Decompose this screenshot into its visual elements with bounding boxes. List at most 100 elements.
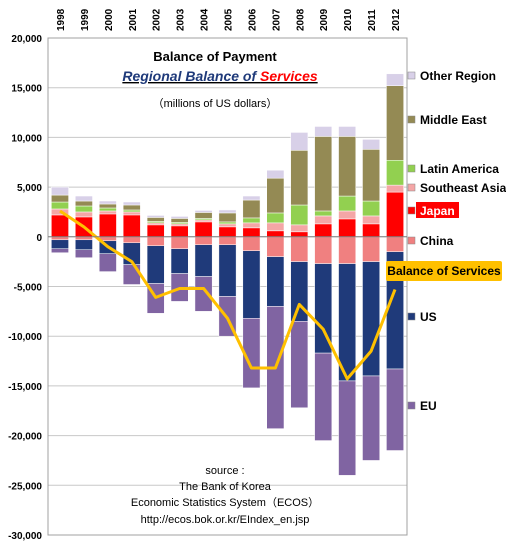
- bar-latin-america: [314, 210, 333, 217]
- source-org: The Bank of Korea: [179, 481, 272, 493]
- y-tick-label: -20,000: [8, 432, 42, 443]
- x-tick-label: 2004: [200, 8, 211, 31]
- bar-latin-america: [98, 207, 117, 212]
- y-axis-ticks: 20,000 15,000 10,000 5,000 0 -5,000 -10,000 -15…: [8, 34, 42, 542]
- y-tick-label: 10,000: [11, 133, 42, 144]
- subtitle-highlight: Services: [260, 68, 318, 84]
- y-tick-label: 0: [36, 233, 42, 244]
- bar-other-region: [266, 169, 285, 179]
- x-tick-label: 2012: [391, 8, 402, 31]
- plot-border: [47, 37, 408, 536]
- bar-other-region: [218, 209, 237, 214]
- bar-latin-america: [338, 195, 357, 212]
- bar-us: [75, 239, 93, 250]
- bar-china: [194, 236, 213, 246]
- bar-eu: [314, 352, 333, 441]
- bar-china: [290, 236, 309, 262]
- bar-southeast-asia: [266, 222, 285, 232]
- bar-eu: [122, 264, 141, 285]
- bar-latin-america: [51, 201, 69, 210]
- bar-china: [362, 236, 380, 262]
- y-tick-label: 5,000: [17, 183, 42, 194]
- bar-other-region: [146, 215, 165, 218]
- bar-other-region: [242, 195, 261, 201]
- legend-line-label: Balance of Services: [387, 264, 501, 278]
- bar-latin-america: [362, 200, 380, 217]
- bar-us: [194, 244, 213, 277]
- bar-china: [146, 236, 165, 246]
- bar-southeast-asia: [242, 222, 261, 229]
- bar-japan: [51, 214, 69, 238]
- bar-us: [170, 248, 189, 274]
- legend-line-box: [386, 261, 502, 281]
- bar-eu: [290, 321, 309, 409]
- x-tick-label: 2002: [152, 8, 163, 31]
- x-tick-label: 1999: [80, 8, 91, 31]
- bar-southeast-asia: [122, 211, 141, 216]
- bar-southeast-asia: [362, 215, 380, 225]
- bar-southeast-asia: [170, 223, 189, 227]
- bar-middle-east: [98, 203, 117, 209]
- x-tick-label: 2000: [104, 8, 115, 31]
- bar-china: [218, 236, 237, 246]
- legend-label: Latin America: [420, 162, 499, 176]
- bar-latin-america: [290, 204, 309, 226]
- bar-eu: [51, 248, 69, 253]
- legend-swatch-southeast-asia: [407, 183, 416, 192]
- bar-other-region: [386, 73, 404, 86]
- x-tick-label: 1998: [56, 8, 67, 31]
- legend-label: China: [420, 234, 454, 248]
- bar-southeast-asia: [98, 210, 117, 215]
- bar-other-region: [75, 195, 93, 202]
- y-tick-label: 15,000: [11, 84, 42, 95]
- bar-japan: [386, 191, 404, 238]
- bar-other-region: [51, 186, 69, 196]
- bar-japan: [362, 223, 380, 238]
- x-tick-label: 2008: [295, 8, 306, 31]
- bar-other-region: [290, 132, 309, 151]
- bar-japan: [338, 218, 357, 238]
- bar-china: [338, 236, 357, 264]
- bar-japan: [314, 223, 333, 238]
- legend-label: EU: [420, 399, 437, 413]
- bar-eu: [386, 368, 404, 451]
- legend-swatch-eu: [407, 401, 416, 410]
- bar-us: [218, 244, 237, 297]
- bar-us: [51, 239, 69, 249]
- y-tick-label: -30,000: [8, 531, 42, 542]
- bar-other-region: [338, 126, 357, 137]
- legend-swatch-other-region: [407, 71, 416, 80]
- y-tick-label: -10,000: [8, 332, 42, 343]
- bar-eu: [98, 253, 117, 272]
- bar-middle-east: [218, 212, 237, 223]
- bar-southeast-asia: [194, 219, 213, 223]
- bar-japan: [146, 224, 165, 238]
- source-label: source :: [205, 465, 244, 477]
- bar-latin-america: [242, 217, 261, 224]
- source-url: http://ecos.bok.or.kr/EIndex_en.jsp: [141, 514, 310, 526]
- bar-other-region: [194, 210, 213, 213]
- source-block: source : The Bank of Korea Economic Stat…: [131, 465, 319, 526]
- bar-china: [122, 236, 141, 244]
- x-tick-label: 2005: [224, 8, 235, 31]
- bar-middle-east: [362, 149, 380, 202]
- legend-label: US: [420, 310, 437, 324]
- bar-southeast-asia: [290, 224, 309, 233]
- x-tick-label: 2009: [319, 8, 330, 31]
- bar-japan: [242, 227, 261, 238]
- bar-latin-america: [386, 160, 404, 186]
- bar-southeast-asia: [338, 210, 357, 220]
- legend-label: Southeast Asia: [420, 181, 506, 195]
- bar-other-region: [362, 139, 380, 150]
- y-tick-label: -5,000: [14, 283, 43, 294]
- legend-label: Other Region: [420, 69, 496, 83]
- y-tick-label: -25,000: [8, 481, 42, 492]
- y-tick-label: -15,000: [8, 382, 42, 393]
- legend-label: Middle East: [420, 113, 487, 127]
- legend-swatch-latin-america: [407, 164, 416, 173]
- bar-southeast-asia: [314, 215, 333, 225]
- legend-swatch-china: [407, 236, 416, 245]
- y-tick-label: 20,000: [11, 34, 42, 45]
- bar-japan: [170, 225, 189, 238]
